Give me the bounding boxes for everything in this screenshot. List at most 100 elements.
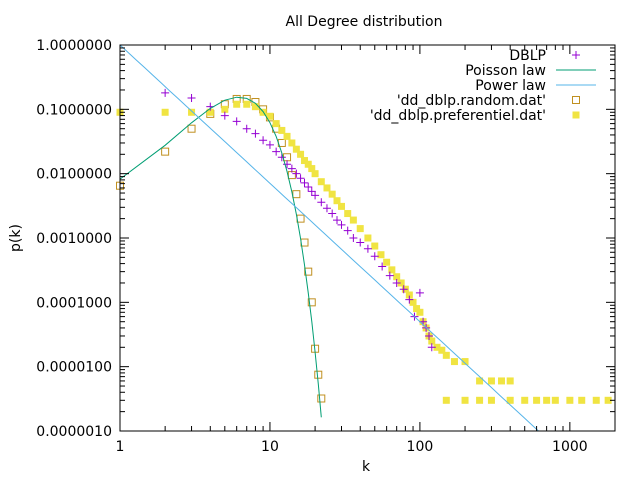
data-point xyxy=(487,396,495,404)
data-point xyxy=(506,377,514,385)
data-point xyxy=(413,305,421,313)
y-axis-label: p(k) xyxy=(8,224,24,252)
data-point xyxy=(399,285,408,294)
data-point xyxy=(442,351,450,359)
series-2 xyxy=(120,45,540,431)
data-point xyxy=(333,216,342,225)
data-point xyxy=(322,204,331,213)
data-point xyxy=(344,210,352,218)
data-point xyxy=(343,226,352,235)
data-point xyxy=(461,396,469,404)
data-point xyxy=(551,396,559,404)
data-point xyxy=(161,147,170,156)
data-point xyxy=(304,267,313,276)
data-point xyxy=(533,396,541,404)
series-4 xyxy=(116,100,612,404)
y-tick-label: 0.0000100 xyxy=(36,360,112,376)
data-point xyxy=(301,157,309,165)
data-point xyxy=(349,234,358,242)
data-point xyxy=(307,298,316,307)
data-point xyxy=(304,160,312,168)
data-point xyxy=(188,108,196,116)
data-point xyxy=(604,396,612,404)
data-point xyxy=(487,377,495,385)
data-point xyxy=(233,100,241,108)
legend-label: Power law xyxy=(475,78,546,94)
data-point xyxy=(220,111,229,120)
data-point xyxy=(409,298,417,306)
data-point xyxy=(383,258,391,266)
data-point xyxy=(265,140,274,149)
data-point xyxy=(278,126,286,134)
y-tick-label: 0.1000000 xyxy=(36,102,112,118)
data-point xyxy=(317,178,325,186)
data-point xyxy=(251,103,259,111)
data-point xyxy=(521,396,529,404)
data-point xyxy=(450,358,458,366)
data-point xyxy=(296,214,305,223)
data-point xyxy=(364,234,372,242)
data-point xyxy=(304,183,313,192)
x-tick-label: 10 xyxy=(261,439,279,455)
data-point xyxy=(297,150,305,158)
data-point xyxy=(427,343,436,352)
x-tick-label: 1 xyxy=(116,439,125,455)
data-point xyxy=(292,190,301,199)
axes-layer: 1 10 100 1000 0.0000010 0.0000100 0.0001000 0.0… xyxy=(36,38,616,455)
data-point xyxy=(272,147,281,156)
data-point xyxy=(308,165,316,173)
series-0 xyxy=(161,88,436,352)
x-tick-label: 1000 xyxy=(552,439,588,455)
series-line xyxy=(120,96,322,418)
data-point xyxy=(328,209,337,218)
data-point xyxy=(323,184,331,192)
data-point xyxy=(311,191,320,200)
data-point xyxy=(300,238,309,247)
data-point xyxy=(371,242,379,250)
data-point xyxy=(370,252,379,261)
legend-label: 'dd_dblp.preferentiel.dat' xyxy=(370,108,546,124)
data-point xyxy=(415,288,424,297)
data-point xyxy=(314,370,323,379)
data-point xyxy=(187,124,196,133)
legend-label: 'dd_dblp.random.dat' xyxy=(397,93,546,109)
data-point xyxy=(543,396,551,404)
y-tick-label: 0.0000010 xyxy=(36,424,112,440)
data-point xyxy=(397,279,405,287)
data-point xyxy=(337,220,346,229)
data-point xyxy=(388,266,396,274)
data-point xyxy=(307,187,316,196)
data-point xyxy=(242,124,251,133)
data-point xyxy=(161,88,170,97)
data-point xyxy=(288,139,296,147)
data-point xyxy=(392,278,401,287)
y-tick-label: 0.0001000 xyxy=(36,295,112,311)
legend-marker xyxy=(572,51,580,59)
data-point xyxy=(317,394,326,403)
data-point xyxy=(333,197,341,205)
data-point xyxy=(476,377,484,385)
data-point xyxy=(405,291,413,299)
y-tick-label: 1.0000000 xyxy=(36,38,112,54)
data-point xyxy=(405,295,414,304)
series-1 xyxy=(120,96,322,418)
data-point xyxy=(506,396,514,404)
data-point xyxy=(206,108,214,116)
legend-label: DBLP xyxy=(509,48,546,64)
data-point xyxy=(221,105,229,113)
data-point xyxy=(296,174,305,183)
data-point xyxy=(243,100,251,108)
series-line xyxy=(120,45,540,431)
data-point xyxy=(438,346,446,354)
data-point xyxy=(328,190,336,198)
data-point xyxy=(578,396,586,404)
data-point xyxy=(287,171,296,180)
data-point xyxy=(349,216,357,224)
x-axis-label: k xyxy=(362,459,371,475)
legend-marker xyxy=(572,96,580,104)
data-point xyxy=(378,262,387,271)
data-point xyxy=(259,136,268,145)
data-point xyxy=(337,202,345,210)
